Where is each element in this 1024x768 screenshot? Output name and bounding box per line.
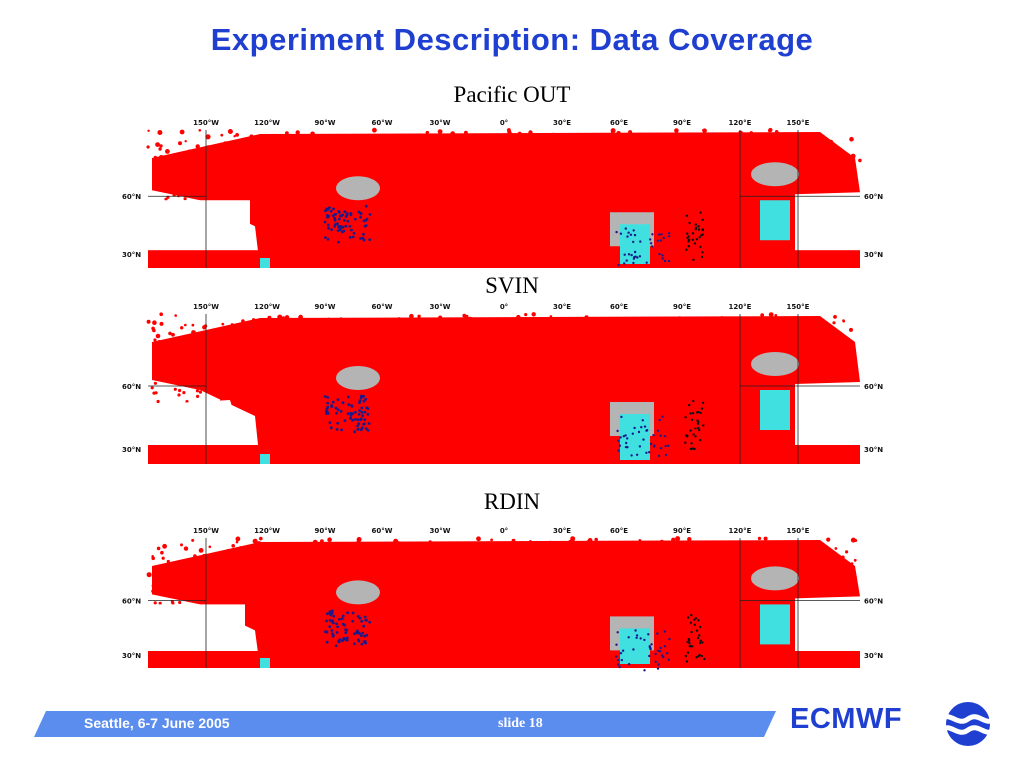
longitude-label: 120°W — [254, 303, 280, 311]
longitude-label: 60°W — [372, 527, 393, 535]
coverage-map-svin: 150°W 120°W 90°W 60°W 30°W 0° 30°E 60°E 90°E 120°… — [120, 300, 890, 464]
longitude-label: 60°W — [372, 119, 393, 127]
longitude-label: 150°W — [193, 119, 219, 127]
latitude-label: 60°N — [122, 383, 141, 391]
longitude-label: 90°E — [673, 303, 691, 311]
latitude-label: 60°N — [122, 193, 141, 201]
longitude-label: 120°E — [729, 119, 752, 127]
longitude-label: 150°E — [787, 119, 810, 127]
longitude-label: 60°E — [610, 119, 628, 127]
longitude-label: 60°E — [610, 303, 628, 311]
longitude-label: 60°E — [610, 527, 628, 535]
longitude-label: 90°E — [673, 527, 691, 535]
longitude-label: 150°E — [787, 303, 810, 311]
latitude-label: 30°N — [122, 251, 141, 259]
longitude-label: 90°W — [315, 119, 336, 127]
latitude-label: 30°N — [122, 652, 141, 660]
latitude-label: 30°N — [864, 652, 883, 660]
latitude-label: 60°N — [864, 597, 883, 605]
longitude-label: 120°E — [729, 527, 752, 535]
longitude-label: 150°W — [193, 527, 219, 535]
panel-label-rdin: RDIN — [483, 489, 541, 514]
latitude-label: 30°N — [864, 251, 883, 259]
longitude-label: 30°W — [430, 303, 451, 311]
longitude-label: 120°W — [254, 119, 280, 127]
slide-title: Experiment Description: Data Coverage — [210, 22, 814, 57]
longitude-label: 150°E — [787, 527, 810, 535]
footer-slide-number: slide 18 — [498, 716, 543, 731]
longitude-label: 0° — [500, 527, 508, 535]
footer-bar — [34, 711, 776, 737]
longitude-label: 30°W — [430, 119, 451, 127]
longitude-label: 90°W — [315, 303, 336, 311]
coverage-map-rdin: 150°W 120°W 90°W 60°W 30°W 0° 30°E 60°E 90°E 120°… — [120, 524, 890, 682]
ecmwf-logo-text: ECMWF — [790, 703, 903, 735]
longitude-label: 120°E — [729, 303, 752, 311]
latitude-label: 30°N — [122, 446, 141, 454]
longitude-label: 0° — [500, 303, 508, 311]
latitude-label: 30°N — [864, 446, 883, 454]
longitude-label: 30°E — [553, 527, 571, 535]
longitude-label: 90°W — [315, 527, 336, 535]
footer-event: Seattle, 6-7 June 2005 — [84, 715, 230, 731]
longitude-label: 60°W — [372, 303, 393, 311]
longitude-label: 0° — [500, 119, 508, 127]
longitude-label: 30°W — [430, 527, 451, 535]
latitude-label: 60°N — [122, 597, 141, 605]
longitude-label: 30°E — [553, 119, 571, 127]
coverage-map-pacific-out: 150°W 120°W 90°W 60°W 30°W 0° 30°E 60°E 90°E 120°… — [120, 116, 890, 274]
longitude-label: 90°E — [673, 119, 691, 127]
latitude-label: 60°N — [864, 383, 883, 391]
latitude-label: 60°N — [864, 193, 883, 201]
longitude-label: 120°W — [254, 527, 280, 535]
panel-label-pacific-out: Pacific OUT — [453, 82, 571, 107]
longitude-label: 150°W — [193, 303, 219, 311]
ecmwf-waves-icon — [940, 702, 996, 746]
longitude-label: 30°E — [553, 303, 571, 311]
panel-label-svin: SVIN — [485, 273, 539, 298]
